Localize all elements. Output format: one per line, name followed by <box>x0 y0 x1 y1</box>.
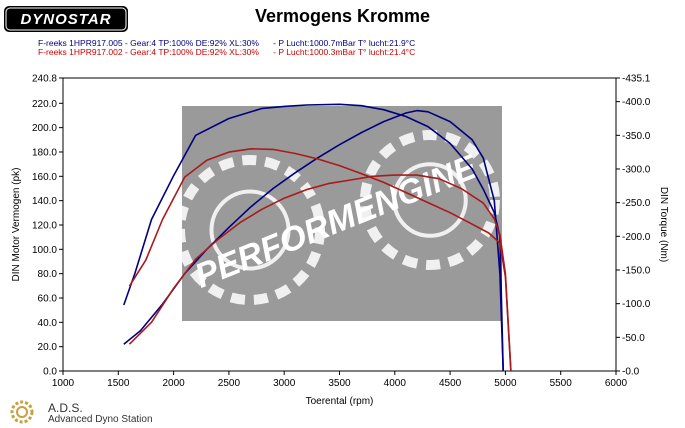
x-tick-label: 5500 <box>550 378 573 389</box>
x-tick-label: 5000 <box>494 378 517 389</box>
x-axis-ticks: 1000 1500 2000 2500 3000 3500 4000 4500 5000 5500… <box>52 371 628 389</box>
y2-tick-label: -250.0 <box>622 198 651 209</box>
x-tick-label: 4000 <box>384 378 407 389</box>
run-info-line-1: F-reeks 1HPR917.005 - Gear:4 TP:100% DE:… <box>38 38 416 48</box>
x-tick-label: 4500 <box>439 378 462 389</box>
run-info-line-2: F-reeks 1HPR917.002 - Gear:4 TP:100% DE:… <box>38 47 416 57</box>
y2-tick-label: -200.0 <box>622 232 651 243</box>
y2-tick-label: -50.0 <box>622 333 645 344</box>
y2-tick-label: -350.0 <box>622 131 651 142</box>
y2-tick-label: -400.0 <box>622 97 651 108</box>
y-tick-label: 60.0 <box>38 293 58 304</box>
y-axis-label: DIN Motor Vermogen (pk) <box>11 168 22 282</box>
y-tick-label: 240.8 <box>32 74 57 85</box>
ads-gear-icon <box>10 400 34 424</box>
logo-text: DYNOSTAR <box>20 11 111 28</box>
series-lines <box>123 103 512 372</box>
y-tick-label: 220.0 <box>32 99 57 110</box>
y-tick-label: 0.0 <box>43 367 57 378</box>
series-line-4 <box>128 148 512 372</box>
x-tick-label: 3000 <box>273 378 296 389</box>
y-tick-label: 20.0 <box>38 342 58 353</box>
y-axis-ticks: 0.0 20.0 40.0 60.0 80.0 100.0 120.0 140.0 160.0 1… <box>32 74 63 378</box>
series-line-3 <box>128 174 512 372</box>
y-tick-label: 140.0 <box>32 196 57 207</box>
chart-title: Vermogens Kromme <box>254 6 431 26</box>
y-tick-label: 80.0 <box>38 269 58 280</box>
x-tick-label: 1500 <box>107 378 130 389</box>
y-tick-label: 180.0 <box>32 147 57 158</box>
x-axis-label: Toerental (rpm) <box>306 396 374 407</box>
series-line-2 <box>123 103 504 372</box>
x-tick-label: 2000 <box>162 378 185 389</box>
x-tick-label: 2500 <box>218 378 241 389</box>
dynostar-logo: DYNOSTAR <box>4 6 128 32</box>
x-tick-label: 3500 <box>328 378 351 389</box>
y-tick-label: 160.0 <box>32 172 57 183</box>
y2-tick-label: -435.1 <box>622 74 651 85</box>
watermark-gear-left <box>175 155 325 305</box>
y-tick-label: 40.0 <box>38 318 58 329</box>
y-tick-label: 200.0 <box>32 123 57 134</box>
footer-subtitle: Advanced Dyno Station <box>48 414 153 425</box>
y-tick-label: 120.0 <box>32 220 57 231</box>
y2-tick-label: -0.0 <box>622 367 640 378</box>
y-tick-label: 100.0 <box>32 245 57 256</box>
watermark: PERFORMENGINE <box>175 106 502 321</box>
x-tick-label: 1000 <box>52 378 75 389</box>
y2-tick-label: -150.0 <box>622 265 651 276</box>
x-tick-label: 6000 <box>605 378 628 389</box>
y2-tick-label: -100.0 <box>622 299 651 310</box>
watermark-gear-right <box>360 130 500 270</box>
footer-title: A.D.S. <box>48 401 83 415</box>
series-line-1 <box>123 109 504 372</box>
y2-axis-label: DIN Torque (Nm) <box>658 187 669 262</box>
y2-tick-label: -300.0 <box>622 164 651 175</box>
y2-axis-ticks: -0.0 -50.0 -100.0 -150.0 -200.0 -250.0 -300.0 -… <box>616 74 651 378</box>
